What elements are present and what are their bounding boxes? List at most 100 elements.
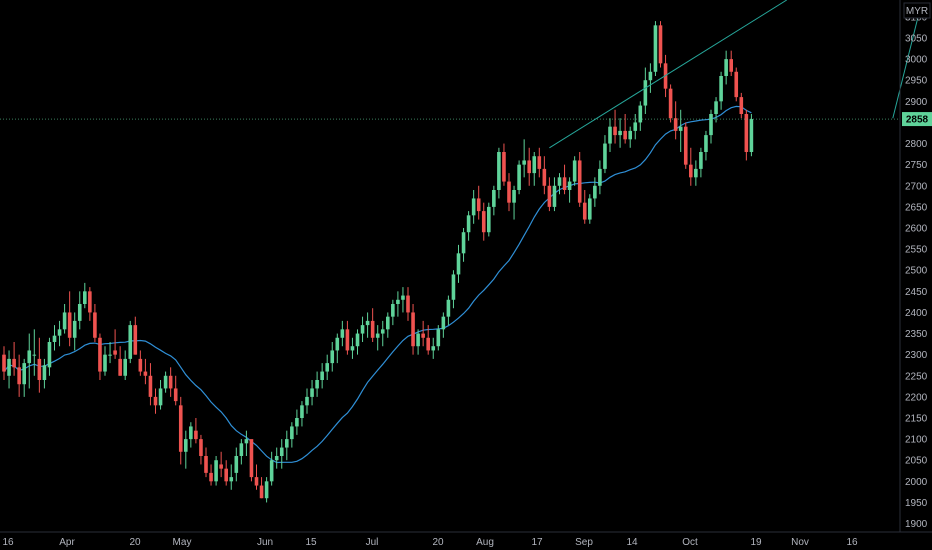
candle-body[interactable] — [93, 312, 97, 338]
candle-body[interactable] — [254, 477, 259, 486]
candle-body[interactable] — [315, 380, 319, 389]
candle-body[interactable] — [47, 342, 52, 368]
candle-body[interactable] — [83, 291, 87, 304]
candle-body[interactable] — [719, 76, 723, 102]
candle-body[interactable] — [421, 333, 425, 338]
candle-body[interactable] — [42, 365, 47, 380]
candle-body[interactable] — [497, 152, 501, 190]
candle-body[interactable] — [209, 472, 213, 482]
candle-body[interactable] — [633, 122, 638, 131]
candle-body[interactable] — [593, 185, 597, 199]
candle-body[interactable] — [598, 168, 602, 186]
candle-body[interactable] — [77, 304, 82, 321]
candle-body[interactable] — [517, 164, 521, 190]
candle-body[interactable] — [98, 337, 102, 372]
candle-body[interactable] — [567, 181, 572, 190]
candle-body[interactable] — [214, 460, 218, 482]
candle-body[interactable] — [380, 329, 385, 334]
candle-body[interactable] — [219, 464, 223, 469]
candle-body[interactable] — [714, 101, 718, 114]
candle-body[interactable] — [350, 346, 355, 351]
candle-body[interactable] — [32, 354, 37, 356]
candle-body[interactable] — [244, 439, 249, 444]
candle-body[interactable] — [325, 363, 329, 372]
candle-body[interactable] — [658, 25, 663, 64]
candle-body[interactable] — [133, 325, 138, 355]
candle-body[interactable] — [189, 426, 193, 440]
candle-body[interactable] — [739, 97, 744, 114]
candle-body[interactable] — [72, 320, 77, 338]
candle-body[interactable] — [466, 215, 471, 233]
candle-body[interactable] — [229, 477, 234, 482]
candle-body[interactable] — [163, 375, 168, 389]
candle-body[interactable] — [668, 88, 673, 119]
candle-body[interactable] — [689, 164, 693, 178]
candle-body[interactable] — [128, 325, 133, 359]
time-axis[interactable]: 16 Apr 20 May Jun 15 Jul 20 Aug 17 Sep 14 Oct 19 Nov 16 — [2, 537, 858, 548]
candle-body[interactable] — [406, 295, 410, 313]
candle-body[interactable] — [461, 232, 466, 254]
candle-body[interactable] — [27, 350, 32, 364]
candle-body[interactable] — [613, 126, 617, 136]
candle-body[interactable] — [456, 253, 461, 275]
candle-body[interactable] — [178, 405, 183, 452]
candle-body[interactable] — [471, 198, 476, 216]
candle-body[interactable] — [441, 316, 446, 330]
candle-body[interactable] — [168, 375, 173, 389]
candle-body[interactable] — [507, 181, 511, 203]
candle-body[interactable] — [391, 304, 395, 317]
candle-body[interactable] — [734, 71, 739, 98]
candle-body[interactable] — [411, 312, 415, 347]
candle-body[interactable] — [431, 346, 436, 351]
candle-body[interactable] — [67, 312, 72, 338]
candle-body[interactable] — [446, 299, 451, 317]
candle-body[interactable] — [239, 443, 244, 456]
candle-body[interactable] — [588, 198, 592, 220]
candle-body[interactable] — [279, 447, 284, 456]
candle-body[interactable] — [108, 354, 112, 356]
candle-body[interactable] — [259, 485, 264, 499]
candle-body[interactable] — [264, 481, 269, 499]
candle-body[interactable] — [557, 177, 562, 186]
candle-body[interactable] — [623, 130, 627, 140]
candle-body[interactable] — [290, 426, 294, 440]
candle-body[interactable] — [744, 114, 749, 152]
candle-body[interactable] — [204, 456, 208, 473]
candle-body[interactable] — [724, 59, 728, 76]
candle-body[interactable] — [138, 358, 143, 372]
candle-body[interactable] — [335, 337, 340, 351]
candle-body[interactable] — [704, 135, 708, 152]
candle-body[interactable] — [153, 396, 158, 406]
candle-body[interactable] — [481, 211, 486, 233]
candle-body[interactable] — [103, 354, 107, 372]
trendline[interactable] — [549, 0, 788, 149]
candle-body[interactable] — [355, 333, 360, 347]
candle-body[interactable] — [502, 152, 506, 182]
candle-body[interactable] — [749, 119, 754, 152]
candle-body[interactable] — [673, 118, 678, 131]
candle-body[interactable] — [17, 367, 21, 385]
candle-body[interactable] — [12, 358, 16, 368]
candle-body[interactable] — [173, 388, 178, 402]
candle-body[interactable] — [694, 168, 698, 178]
candle-body[interactable] — [375, 333, 380, 338]
candle-body[interactable] — [729, 59, 733, 72]
candle-body[interactable] — [401, 295, 405, 300]
candles-layer[interactable] — [2, 21, 754, 503]
candle-body[interactable] — [522, 160, 526, 165]
candle-body[interactable] — [365, 320, 370, 326]
candle-body[interactable] — [709, 114, 713, 136]
candle-body[interactable] — [492, 190, 496, 207]
candle-body[interactable] — [113, 350, 117, 355]
candle-body[interactable] — [158, 388, 163, 406]
candle-body[interactable] — [143, 371, 148, 376]
candle-body[interactable] — [52, 335, 57, 342]
candle-body[interactable] — [7, 358, 11, 376]
candle-body[interactable] — [683, 126, 688, 165]
candle-body[interactable] — [512, 190, 516, 203]
candle-body[interactable] — [532, 156, 537, 174]
candle-body[interactable] — [386, 316, 390, 330]
candle-body[interactable] — [305, 396, 309, 406]
candle-body[interactable] — [487, 206, 491, 233]
